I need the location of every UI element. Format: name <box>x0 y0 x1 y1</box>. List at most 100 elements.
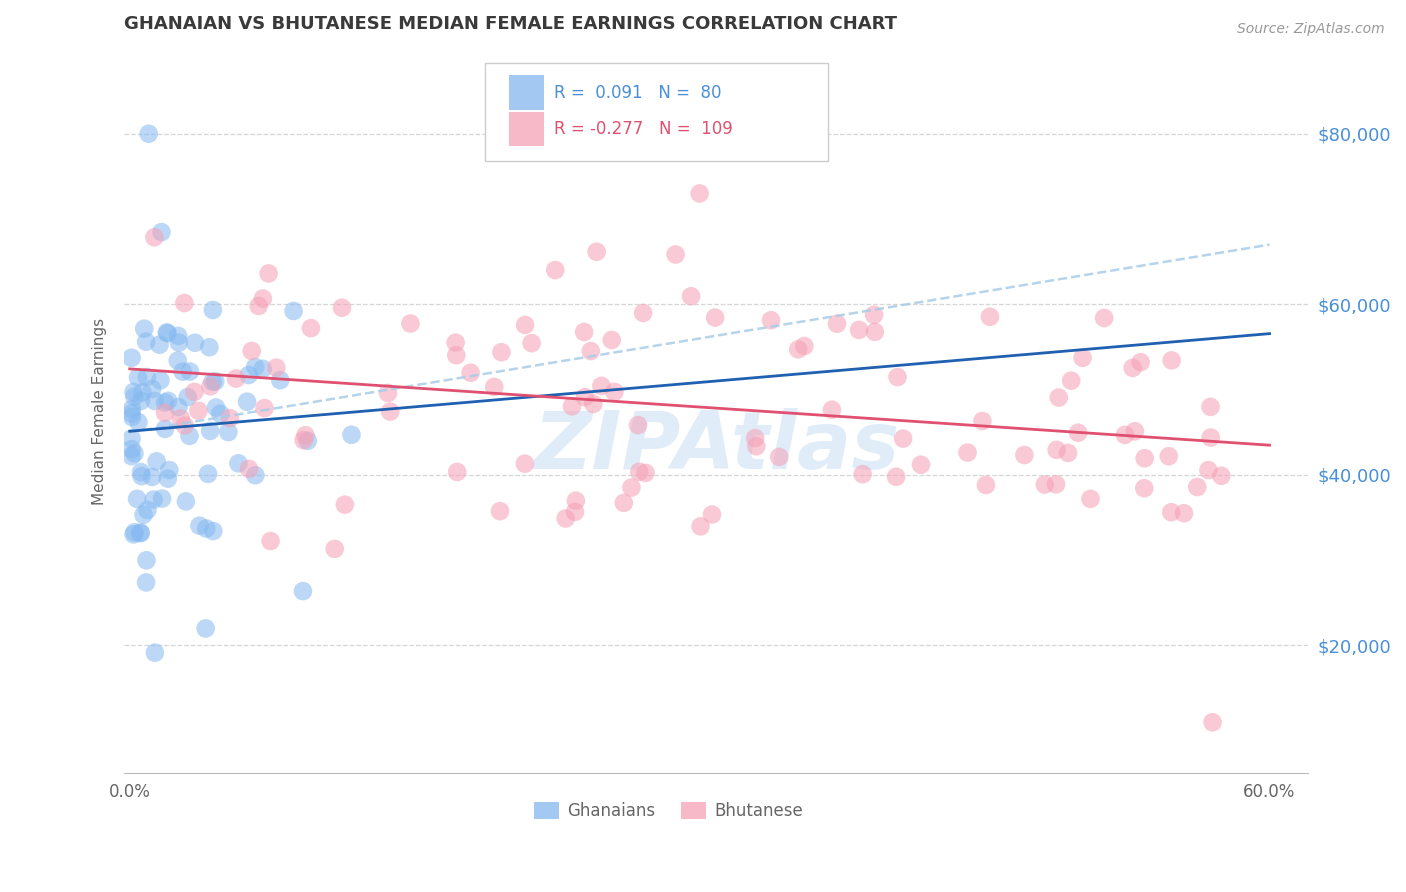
Point <box>582 397 605 411</box>
Point <box>759 313 782 327</box>
Point <box>446 465 468 479</box>
Point <box>204 375 226 389</box>
Point <box>179 365 201 379</box>
Point <box>173 296 195 310</box>
Point <box>143 230 166 244</box>
Point <box>245 359 267 374</box>
Point <box>520 336 543 351</box>
Point <box>143 646 166 660</box>
Point <box>201 302 224 317</box>
Point <box>603 384 626 399</box>
Text: R =  0.091   N =  80: R = 0.091 N = 80 <box>554 84 721 102</box>
Point <box>138 127 160 141</box>
Point <box>600 333 623 347</box>
Point <box>121 401 143 416</box>
Point <box>1133 481 1156 495</box>
Point <box>1201 715 1223 730</box>
Text: ZIPAtlas: ZIPAtlas <box>533 409 898 486</box>
Point <box>1211 468 1233 483</box>
Point <box>291 584 314 599</box>
Point <box>167 329 190 343</box>
Text: Source: ZipAtlas.com: Source: ZipAtlas.com <box>1237 22 1385 37</box>
Point <box>257 267 280 281</box>
Text: GHANAIAN VS BHUTANESE MEDIAN FEMALE EARNINGS CORRELATION CHART: GHANAIAN VS BHUTANESE MEDIAN FEMALE EARN… <box>124 15 897 33</box>
Point <box>157 393 180 408</box>
Point <box>142 492 165 507</box>
Point <box>121 442 143 456</box>
Point <box>124 390 146 404</box>
Point <box>225 371 247 385</box>
Point <box>121 406 143 420</box>
Point <box>491 345 513 359</box>
Point <box>323 541 346 556</box>
Point <box>891 432 914 446</box>
Point <box>129 393 152 408</box>
Point <box>150 225 173 239</box>
Point <box>884 469 907 483</box>
Point <box>591 379 613 393</box>
Point <box>238 368 260 382</box>
Point <box>513 457 536 471</box>
Point <box>399 317 422 331</box>
Point <box>620 481 643 495</box>
Point <box>252 292 274 306</box>
Point <box>972 414 994 428</box>
Point <box>886 370 908 384</box>
Point <box>174 494 197 508</box>
Point <box>460 366 482 380</box>
Point <box>228 456 250 470</box>
Point <box>294 428 316 442</box>
Point <box>446 348 468 362</box>
Point <box>141 382 163 396</box>
Point <box>131 385 153 400</box>
Point <box>148 337 170 351</box>
Point <box>1014 448 1036 462</box>
Point <box>1045 477 1067 491</box>
Point <box>1057 446 1080 460</box>
Point <box>1067 425 1090 440</box>
Point <box>330 301 353 315</box>
Point <box>252 361 274 376</box>
Point <box>135 370 157 384</box>
Point <box>634 466 657 480</box>
Point <box>188 518 211 533</box>
Point <box>1060 374 1083 388</box>
Point <box>197 467 219 481</box>
Point <box>121 449 143 463</box>
Point <box>240 343 263 358</box>
Point <box>247 299 270 313</box>
Point <box>297 434 319 448</box>
Point <box>132 508 155 522</box>
Point <box>153 395 176 409</box>
Point <box>1080 491 1102 506</box>
Point <box>205 401 228 415</box>
Point <box>1199 400 1222 414</box>
Legend: Ghanaians, Bhutanese: Ghanaians, Bhutanese <box>527 796 810 827</box>
Point <box>1046 442 1069 457</box>
Point <box>1122 360 1144 375</box>
Point <box>1071 351 1094 365</box>
Point <box>484 380 506 394</box>
Point <box>825 317 848 331</box>
Point <box>793 339 815 353</box>
Point <box>613 496 636 510</box>
Point <box>198 340 221 354</box>
Point <box>689 519 711 533</box>
Point <box>135 334 157 349</box>
Point <box>380 404 402 418</box>
Point <box>121 432 143 446</box>
Point <box>1123 424 1146 438</box>
Point <box>259 534 281 549</box>
Point <box>167 400 190 414</box>
Point <box>209 407 232 421</box>
Point <box>129 525 152 540</box>
Point <box>124 446 146 460</box>
Point <box>156 326 179 341</box>
Point <box>121 409 143 424</box>
Point <box>852 467 875 482</box>
Point <box>200 379 222 393</box>
Point <box>1047 391 1070 405</box>
Point <box>572 325 595 339</box>
Point <box>236 394 259 409</box>
Point <box>143 394 166 409</box>
